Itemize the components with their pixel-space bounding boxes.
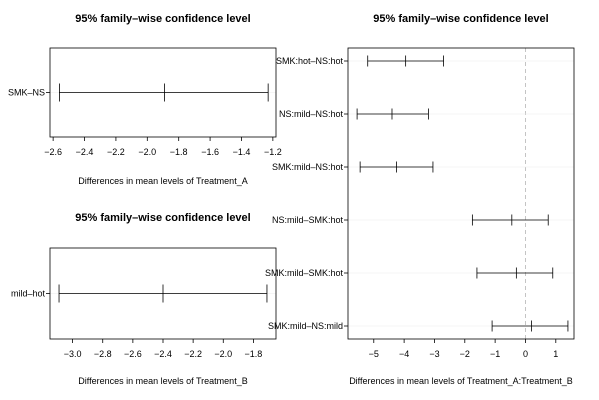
x-tick-label: −1	[490, 349, 500, 359]
x-tick-label: −2.2	[107, 147, 125, 157]
x-tick-label: −4	[399, 349, 409, 359]
x-tick-label: −2.0	[138, 147, 156, 157]
x-tick-label: −2.6	[124, 349, 142, 359]
x-tick-label: −2.0	[214, 349, 232, 359]
comparison-label: mild–hot	[11, 289, 46, 299]
x-tick-label: −2	[460, 349, 470, 359]
comparison-label: SMK:mild–NS:hot	[272, 162, 344, 172]
x-tick-label: 0	[523, 349, 528, 359]
x-tick-label: −2.6	[44, 147, 62, 157]
x-tick-label: −5	[369, 349, 379, 359]
confidence-interval	[367, 55, 444, 67]
x-tick-label: −2.2	[184, 349, 202, 359]
x-tick-label: 1	[553, 349, 558, 359]
comparison-label: SMK:mild–NS:mild	[268, 321, 343, 331]
x-tick-label: −2.4	[76, 147, 94, 157]
comparison-label: NS:mild–NS:hot	[279, 109, 344, 119]
x-tick-label: −1.4	[233, 147, 251, 157]
chart-title: 95% family–wise confidence level	[373, 13, 548, 25]
confidence-interval	[491, 320, 569, 332]
x-tick-label: −2.4	[154, 349, 172, 359]
x-tick-label: −3.0	[64, 349, 82, 359]
confidence-interval	[58, 284, 268, 303]
x-tick-label: −1.6	[201, 147, 219, 157]
confidence-interval	[476, 267, 554, 279]
x-tick-label: −1.8	[170, 147, 188, 157]
confidence-interval	[471, 214, 549, 226]
x-tick-label: −3	[429, 349, 439, 359]
confidence-interval	[359, 161, 434, 173]
comparison-label: SMK:hot–NS:hot	[276, 56, 344, 66]
x-axis-title: Differences in mean levels of Treatment_…	[349, 376, 573, 386]
x-axis-title: Differences in mean levels of Treatment_…	[78, 176, 247, 186]
chart-title: 95% family–wise confidence level	[75, 13, 250, 25]
comparison-label: SMK:mild–SMK:hot	[265, 268, 344, 278]
chart-panel-3: 95% family–wise confidence level SMK:hot–…	[265, 13, 575, 386]
x-tick-label: −1.8	[245, 349, 263, 359]
comparison-label: SMK–NS	[8, 88, 45, 98]
confidence-interval	[59, 83, 269, 102]
x-tick-label: −2.8	[94, 349, 112, 359]
chart-title: 95% family–wise confidence level	[75, 212, 250, 224]
chart-panel-1: 95% family–wise confidence level SMK–NS −2…	[8, 13, 282, 186]
confidence-interval	[356, 108, 429, 120]
comparison-label: NS:mild–SMK:hot	[272, 215, 344, 225]
chart-panel-2: 95% family–wise confidence level mild–hot…	[11, 212, 277, 386]
plot-frame	[347, 47, 575, 340]
x-tick-label: −1.2	[264, 147, 282, 157]
x-axis-title: Differences in mean levels of Treatment_…	[78, 376, 247, 386]
